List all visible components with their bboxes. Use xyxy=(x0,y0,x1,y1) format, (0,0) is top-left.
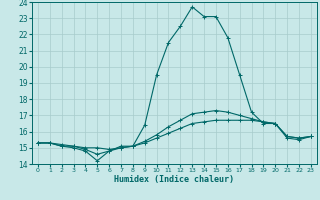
X-axis label: Humidex (Indice chaleur): Humidex (Indice chaleur) xyxy=(115,175,234,184)
